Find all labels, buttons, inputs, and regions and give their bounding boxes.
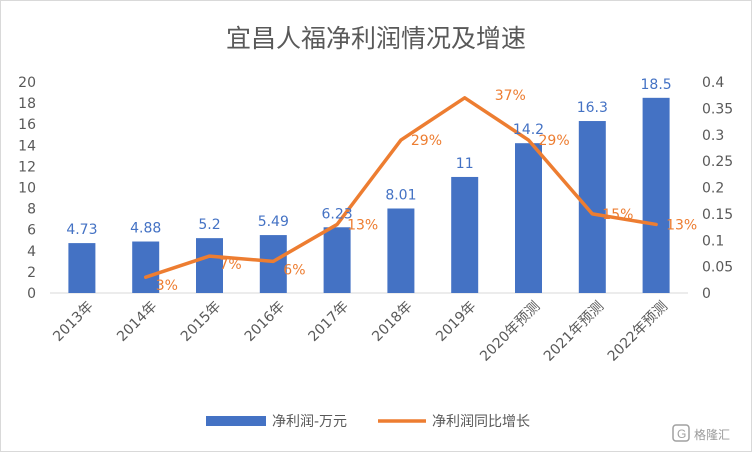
bar-value-label: 18.5: [641, 77, 672, 93]
chart-legend: 净利润-万元 净利润同比增长: [206, 414, 530, 430]
y-right-tick-label: 0.4: [702, 75, 724, 91]
bar: [515, 143, 542, 293]
y-right-tick-label: 0: [702, 286, 711, 302]
x-tick-label: 2017年: [306, 299, 352, 345]
y-left-tick-label: 8: [27, 202, 36, 218]
growth-value-label: 13%: [347, 217, 378, 233]
bar-value-label: 4.73: [66, 222, 97, 238]
bar-value-label: 5.2: [198, 217, 220, 233]
y-right-tick-label: 0.2: [702, 181, 724, 197]
y-left-tick-label: 4: [27, 244, 36, 260]
y-right-tick-label: 0.05: [702, 260, 733, 276]
bar: [323, 227, 351, 293]
legend-line-label: 净利润同比增长: [432, 414, 530, 430]
watermark-text: 格隆汇: [694, 427, 730, 442]
y-left-tick-label: 20: [18, 75, 36, 91]
y-right-tick-label: 0.15: [702, 207, 733, 223]
watermark: G 格隆汇: [672, 424, 730, 442]
bar: [132, 241, 160, 293]
bar: [387, 208, 415, 293]
legend-bar-swatch: [206, 416, 266, 426]
growth-value-label: 15%: [602, 207, 633, 223]
y-left-tick-label: 2: [27, 265, 36, 281]
bar-value-label: 5.49: [258, 214, 289, 230]
legend-bar-label: 净利润-万元: [272, 414, 347, 430]
x-tick-label: 2013年: [50, 299, 96, 345]
x-tick-label: 2020年预测: [477, 299, 543, 365]
x-tick-label: 2016年: [242, 299, 288, 345]
x-tick-label: 2021年预测: [541, 299, 607, 365]
growth-line: [143, 96, 658, 279]
bar: [196, 238, 223, 293]
bar: [578, 121, 606, 293]
growth-value-label: 13%: [666, 217, 697, 233]
bar-value-label: 14.2: [513, 122, 544, 138]
growth-value-label: 37%: [495, 88, 526, 104]
y-left-tick-label: 14: [18, 138, 36, 154]
watermark-logo-g: G: [677, 427, 686, 441]
y-right-tick-label: 0.35: [702, 101, 733, 117]
data-labels: 4.73 4.88 5.2 5.49 6.23 8.01 11 14.2 16.3 18.5 3% 7…: [66, 77, 697, 294]
growth-value-label: 6%: [283, 262, 305, 278]
growth-value-label: 29%: [411, 133, 442, 149]
line-series: [143, 96, 658, 279]
y-left-tick-label: 12: [18, 159, 36, 175]
bar-value-label: 16.3: [577, 100, 608, 116]
y-left-tick-label: 18: [18, 96, 36, 112]
bar-value-label: 4.88: [130, 221, 161, 237]
bar: [259, 235, 287, 293]
x-tick-label: 2018年: [369, 299, 415, 345]
bar-value-label: 6.23: [322, 206, 353, 222]
y-right-tick-label: 0.1: [702, 233, 724, 249]
y-left-tick-label: 16: [18, 117, 36, 133]
y-left-tick-label: 10: [18, 181, 36, 197]
bar: [68, 243, 96, 293]
growth-value-label: 29%: [539, 133, 570, 149]
watermark-logo-icon: [672, 424, 690, 442]
x-tick-label: 2022年预测: [605, 299, 671, 365]
x-tick-label: 2019年: [433, 299, 479, 345]
chart-title: 宜昌人福净利润情况及增速: [226, 24, 526, 53]
growth-value-label: 7%: [220, 257, 242, 273]
y-right-tick-label: 0.25: [702, 154, 733, 170]
y-left-tick-label: 6: [27, 223, 36, 239]
x-tick-label: 2014年: [114, 299, 160, 345]
bar: [642, 97, 670, 293]
growth-value-label: 3%: [156, 278, 178, 294]
bar-value-label: 11: [456, 156, 474, 172]
bar-series: [68, 97, 670, 293]
x-tick-label: 2015年: [178, 299, 224, 345]
bar: [451, 176, 479, 293]
y-right-tick-label: 0.3: [702, 128, 724, 144]
bar-value-label: 8.01: [385, 187, 416, 203]
y-left-tick-label: 0: [27, 286, 36, 302]
